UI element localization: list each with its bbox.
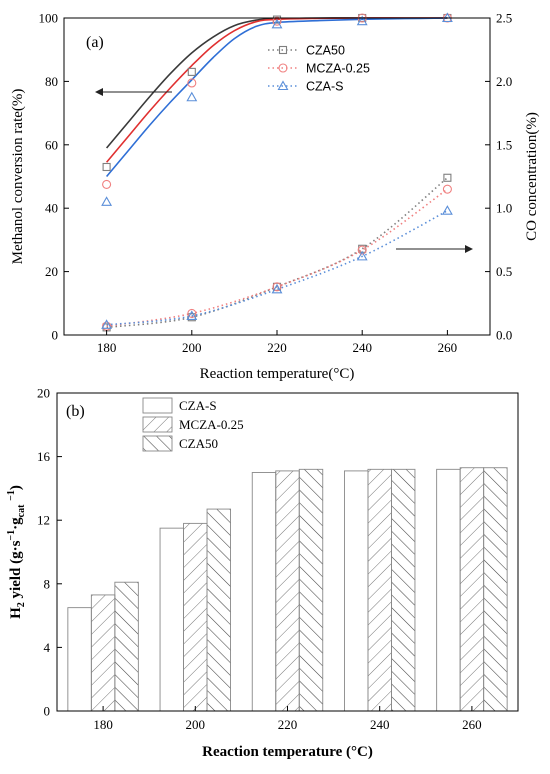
y-tick-label: 16	[37, 449, 51, 464]
bar-cza-s	[436, 468, 461, 712]
x-tick-label: 200	[182, 340, 202, 355]
y2-tick-label: 2.0	[496, 74, 512, 89]
x-tick-label: 180	[93, 717, 113, 732]
data-point-triangle	[271, 18, 283, 29]
data-point-square	[443, 173, 452, 182]
data-point-circle	[272, 16, 282, 26]
y2-tick-label: 0.0	[496, 328, 512, 343]
x-tick-label: 240	[370, 717, 390, 732]
bar-mcza-0.25	[275, 470, 300, 712]
bar-mcza-0.25	[183, 522, 208, 712]
x-tick-label: 220	[267, 340, 287, 355]
legend-swatch	[142, 416, 173, 433]
y-tick-label: 12	[37, 513, 50, 528]
data-point-triangle	[441, 205, 453, 215]
panel-a-x-axis-label: Reaction temperature(°C)	[200, 366, 355, 382]
x-tick-label: 220	[278, 717, 298, 732]
y-tick-label: 8	[44, 576, 51, 591]
data-point-triangle	[101, 196, 113, 206]
bar-mcza-0.25	[459, 467, 485, 712]
bar-mcza-0.25	[90, 594, 116, 712]
legend-entry-label: CZA-S	[179, 398, 217, 413]
legend-swatch	[142, 435, 173, 452]
legend-entry-label: CZA50	[306, 44, 345, 58]
y-tick-label: 0	[52, 328, 59, 343]
data-point-triangle	[186, 91, 198, 102]
data-point-circle	[272, 282, 282, 292]
panel-a-y2-axis-label: CO concentration(%)	[524, 112, 540, 241]
legend-marker	[277, 80, 289, 91]
bar-cza-s	[67, 607, 92, 712]
data-point-circle	[357, 245, 367, 255]
co-series-line	[106, 188, 448, 327]
panel-a-legend: CZA50 MCZA-0.25 CZA-S	[268, 44, 370, 94]
bar-cza-s	[251, 472, 277, 712]
bar-cza50	[483, 467, 508, 712]
legend-marker	[278, 63, 288, 73]
data-point-triangle	[101, 319, 113, 329]
y-tick-label: 4	[44, 640, 51, 655]
data-point-triangle	[356, 15, 368, 26]
legend-entry-label: MCZA-0.25	[306, 62, 370, 76]
x-tick-label: 240	[352, 340, 372, 355]
panel-a-conversion-chart: 180 200 220 240 260 0 20 40 60 80 100 0.0 0.5 1.0 1.5 2…	[10, 11, 540, 383]
data-point-triangle	[271, 283, 283, 294]
y-tick-label: 40	[45, 201, 58, 216]
y-tick-label: 100	[39, 11, 59, 26]
data-point-circle	[102, 179, 112, 189]
y2-tick-label: 1.5	[496, 137, 512, 152]
bar-cza50	[391, 468, 416, 712]
panel-a-label: (a)	[86, 34, 104, 51]
panel-b-y-axis-label: H2 yield (g·s−1·gcat −1)	[6, 485, 27, 619]
conversion-fit-curve	[105, 17, 448, 178]
bar-cza50	[114, 581, 139, 712]
x-tick-label: 260	[462, 717, 482, 732]
co-series-line	[106, 210, 448, 326]
y-tick-label: 20	[37, 386, 50, 401]
conversion-fit-curve	[105, 17, 448, 149]
y2-tick-label: 2.5	[496, 11, 512, 26]
bar-mcza-0.25	[367, 468, 392, 712]
legend-entry-label: MCZA-0.25	[179, 417, 244, 432]
data-point-square	[187, 67, 196, 76]
x-tick-label: 260	[438, 340, 458, 355]
data-point-triangle	[356, 250, 368, 261]
x-tick-label: 200	[186, 717, 206, 732]
co-series-line	[106, 177, 448, 329]
y-tick-label: 0	[44, 704, 51, 719]
legend-marker	[278, 45, 288, 55]
panel-b-legend: CZA-S MCZA-0.25 CZA50	[142, 397, 244, 452]
legend-entry-label: CZA-S	[306, 80, 344, 94]
conversion-fit-curve	[105, 17, 448, 163]
data-point-circle	[442, 184, 452, 194]
panel-b-label: (b)	[66, 403, 85, 420]
data-point-circle	[187, 78, 197, 88]
bar-cza50	[206, 508, 232, 712]
panel-b-x-axis-label: Reaction temperature (°C)	[202, 744, 373, 760]
bar-cza-s	[344, 470, 369, 712]
data-point-triangle	[186, 310, 198, 321]
y2-tick-label: 0.5	[496, 264, 512, 279]
legend-swatch	[142, 397, 173, 414]
legend-entry-label: CZA50	[179, 436, 218, 451]
panel-b-h2-yield-chart: 180 200 220 240 260 0 4 8 12 16 20 (b) CZA-S MCZA-0…	[6, 386, 519, 760]
bar-cza-s	[159, 527, 185, 712]
data-point-circle	[187, 308, 197, 318]
y-tick-label: 80	[45, 74, 58, 89]
panel-a-y-axis-label: Methanol conversion rate(%)	[10, 89, 26, 265]
y-tick-label: 20	[45, 264, 58, 279]
y-tick-label: 60	[45, 137, 58, 152]
data-point-square	[102, 162, 111, 172]
bar-cza50	[298, 468, 324, 712]
x-tick-label: 180	[97, 340, 117, 355]
y2-tick-label: 1.0	[496, 201, 512, 216]
